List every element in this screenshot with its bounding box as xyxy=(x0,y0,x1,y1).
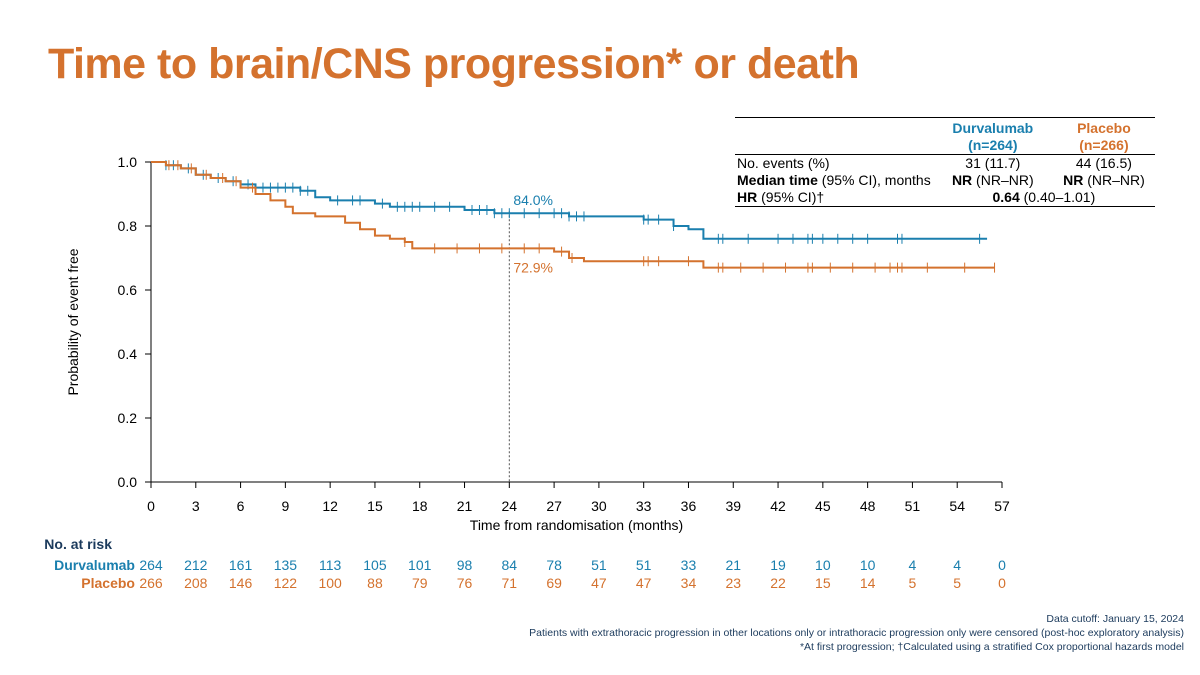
durvalumab-risk-count: 105 xyxy=(363,557,387,573)
durvalumab-risk-count: 4 xyxy=(909,557,917,573)
durvalumab-risk-count: 212 xyxy=(184,557,208,573)
y-tick-label: 0.2 xyxy=(118,410,138,426)
x-tick-label: 0 xyxy=(147,498,155,514)
durvalumab-risk-label: Durvalumab xyxy=(54,557,135,573)
x-tick-label: 39 xyxy=(725,498,741,514)
durvalumab-risk-count: 78 xyxy=(546,557,562,573)
x-tick-label: 3 xyxy=(192,498,200,514)
x-tick-label: 18 xyxy=(412,498,428,514)
x-tick-label: 45 xyxy=(815,498,831,514)
placebo-risk-count: 266 xyxy=(139,575,163,591)
stats-row-hr: HR (95% CI)† 0.64 (0.40–1.01) xyxy=(735,189,1155,207)
x-tick-label: 21 xyxy=(457,498,473,514)
durvalumab-n: (n=264) xyxy=(968,137,1018,153)
x-tick-label: 33 xyxy=(636,498,652,514)
y-tick-label: 0.4 xyxy=(118,346,138,362)
durvalumab-risk-count: 84 xyxy=(502,557,518,573)
placebo-risk-count: 34 xyxy=(681,575,697,591)
durvalumab-risk-count: 98 xyxy=(457,557,473,573)
data-cutoff-note: Data cutoff: January 15, 2024 xyxy=(1046,613,1184,625)
censoring-note: Patients with extrathoracic progression … xyxy=(529,627,1184,639)
placebo-risk-count: 122 xyxy=(274,575,298,591)
durvalumab-landmark-label: 84.0% xyxy=(513,192,553,208)
placebo-risk-count: 5 xyxy=(953,575,961,591)
x-tick-label: 15 xyxy=(367,498,383,514)
row-label: No. events (%) xyxy=(737,155,830,171)
durvalumab-risk-count: 21 xyxy=(725,557,741,573)
placebo-risk-count: 47 xyxy=(636,575,652,591)
y-axis-label: Probability of event free xyxy=(65,248,81,395)
placebo-risk-count: 22 xyxy=(770,575,786,591)
x-tick-label: 51 xyxy=(905,498,921,514)
placebo-risk-count: 88 xyxy=(367,575,383,591)
placebo-risk-count: 208 xyxy=(184,575,208,591)
y-tick-label: 1.0 xyxy=(118,154,138,170)
x-tick-label: 24 xyxy=(502,498,518,514)
placebo-risk-count: 76 xyxy=(457,575,473,591)
placebo-median: NR (NR–NR) xyxy=(1063,172,1145,188)
stats-row-median: Median time (95% CI), months NR (NR–NR) … xyxy=(735,172,1155,189)
placebo-risk-count: 146 xyxy=(229,575,253,591)
durvalumab-events: 31 (11.7) xyxy=(965,155,1021,171)
stats-row-events: No. events (%) 31 (11.7) 44 (16.5) xyxy=(735,155,1155,172)
page-title: Time to brain/CNS progression* or death xyxy=(48,40,860,88)
durvalumab-risk-count: 4 xyxy=(953,557,961,573)
row-label: HR (95% CI)† xyxy=(735,189,933,207)
durvalumab-risk-count: 0 xyxy=(998,557,1006,573)
durvalumab-risk-count: 51 xyxy=(636,557,652,573)
x-tick-label: 54 xyxy=(949,498,965,514)
x-tick-label: 12 xyxy=(322,498,338,514)
placebo-risk-count: 79 xyxy=(412,575,428,591)
x-tick-label: 36 xyxy=(681,498,697,514)
y-tick-label: 0.8 xyxy=(118,218,138,234)
x-tick-label: 27 xyxy=(546,498,562,514)
risk-table-title: No. at risk xyxy=(44,536,112,552)
placebo-risk-count: 71 xyxy=(502,575,518,591)
placebo-risk-count: 5 xyxy=(909,575,917,591)
durvalumab-risk-count: 135 xyxy=(274,557,298,573)
placebo-risk-count: 47 xyxy=(591,575,607,591)
placebo-n: (n=266) xyxy=(1079,137,1129,153)
placebo-header: Placebo xyxy=(1052,117,1155,137)
placebo-risk-count: 100 xyxy=(318,575,342,591)
footnotes: Data cutoff: January 15, 2024 Patients w… xyxy=(529,612,1184,654)
x-tick-label: 57 xyxy=(994,498,1010,514)
durvalumab-risk-count: 101 xyxy=(408,557,432,573)
durvalumab-risk-count: 10 xyxy=(860,557,876,573)
placebo-risk-count: 15 xyxy=(815,575,831,591)
placebo-risk-count: 69 xyxy=(546,575,562,591)
row-label: Median time (95% CI), months xyxy=(737,172,931,188)
x-tick-label: 6 xyxy=(237,498,245,514)
durvalumab-risk-count: 10 xyxy=(815,557,831,573)
stats-header-blank xyxy=(735,117,933,137)
durvalumab-risk-count: 33 xyxy=(681,557,697,573)
stats-table: Durvalumab Placebo (n=264) (n=266) No. e… xyxy=(735,117,1155,207)
placebo-risk-count: 14 xyxy=(860,575,876,591)
x-axis-label: Time from randomisation (months) xyxy=(470,517,683,533)
placebo-risk-count: 23 xyxy=(725,575,741,591)
x-tick-label: 42 xyxy=(770,498,786,514)
km-chart: 0.00.20.40.60.81.00 3 6 9 12 15 18 21 24 27 30 33 36… xyxy=(44,154,1010,591)
durvalumab-median: NR (NR–NR) xyxy=(951,172,1034,188)
placebo-risk-count: 0 xyxy=(998,575,1006,591)
durvalumab-risk-count: 19 xyxy=(770,557,786,573)
durvalumab-risk-count: 51 xyxy=(591,557,607,573)
durvalumab-risk-count: 161 xyxy=(229,557,253,573)
placebo-risk-label: Placebo xyxy=(81,575,135,591)
x-tick-label: 48 xyxy=(860,498,876,514)
placebo-events: 44 (16.5) xyxy=(1075,155,1132,171)
methods-note: *At first progression; †Calculated using… xyxy=(799,641,1184,653)
x-tick-label: 9 xyxy=(281,498,289,514)
y-tick-label: 0.0 xyxy=(118,474,138,490)
durvalumab-header: Durvalumab xyxy=(932,117,1053,137)
x-tick-label: 30 xyxy=(591,498,607,514)
y-tick-label: 0.6 xyxy=(118,282,138,298)
placebo-curve xyxy=(151,161,995,269)
durvalumab-risk-count: 264 xyxy=(139,557,163,573)
placebo-landmark-label: 72.9% xyxy=(513,260,553,276)
durvalumab-risk-count: 113 xyxy=(319,557,342,573)
hazard-ratio: 0.64 (0.40–1.01) xyxy=(932,189,1155,207)
